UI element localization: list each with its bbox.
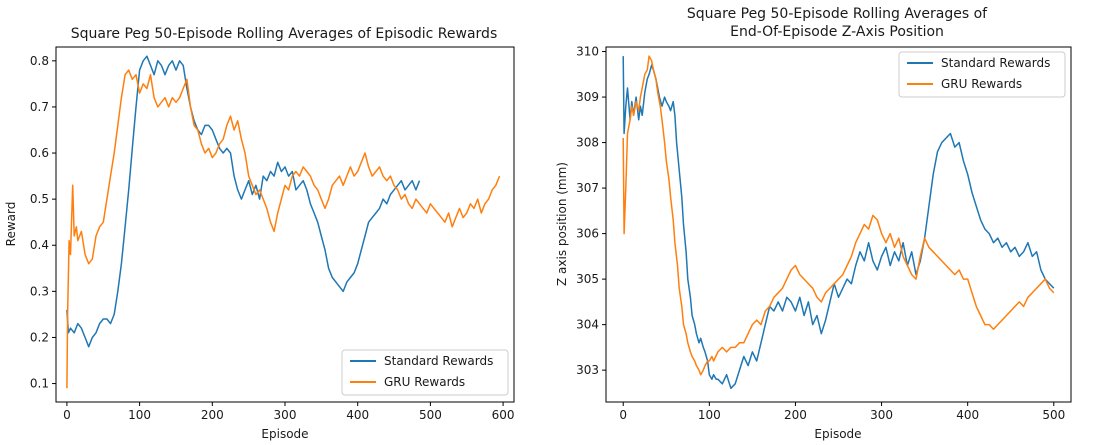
chart-title: Square Peg 50-Episode Rolling Averages o…	[71, 26, 498, 42]
x-tick-label: 100	[128, 408, 151, 422]
legend-entry-gru: GRU Rewards	[384, 375, 465, 389]
series-line-standard-rewards	[622, 56, 1055, 390]
y-tick-label: 0.1	[30, 377, 49, 391]
legend-frame	[898, 51, 1066, 98]
x-tick-label: 300	[274, 408, 297, 422]
y-tick-label: 305	[576, 272, 599, 286]
legend: Standard Rewards GRU Rewards	[341, 349, 509, 396]
x-axis-label: Episode	[814, 427, 861, 441]
legend-entry-standard: Standard Rewards	[941, 56, 1050, 70]
legend: Standard Rewards GRU Rewards	[898, 51, 1066, 98]
y-tick-label: 303	[576, 363, 599, 377]
y-tick-label: 307	[576, 181, 599, 195]
y-tick-label: 308	[576, 136, 599, 150]
x-tick-label: 400	[346, 408, 369, 422]
y-tick-label: 306	[576, 227, 599, 241]
series-line-gru-rewards	[622, 55, 1055, 376]
y-tick-label: 0.6	[30, 146, 49, 160]
x-tick-label: 500	[1042, 408, 1065, 422]
x-tick-label: 600	[492, 408, 515, 422]
y-tick-label: 0.4	[30, 238, 49, 252]
legend-frame	[341, 349, 509, 396]
x-tick-label: 100	[698, 408, 721, 422]
legend-entry-gru: GRU Rewards	[941, 77, 1022, 91]
y-tick-label: 0.7	[30, 100, 49, 114]
y-tick-label: 309	[576, 90, 599, 104]
y-tick-label: 0.5	[30, 192, 49, 206]
x-tick-label: 0	[63, 408, 71, 422]
chart-episodic-rewards: Square Peg 50-Episode Rolling Averages o…	[4, 26, 515, 441]
x-axis-label: Episode	[261, 427, 308, 441]
x-tick-label: 500	[419, 408, 442, 422]
y-tick-label: 304	[576, 318, 599, 332]
x-tick-label: 200	[784, 408, 807, 422]
chart-title-line-1: Square Peg 50-Episode Rolling Averages o…	[687, 6, 988, 22]
legend-entry-standard: Standard Rewards	[384, 354, 493, 368]
y-axis-label: Reward	[4, 202, 18, 247]
x-tick-label: 300	[870, 408, 893, 422]
y-tick-label: 0.2	[30, 330, 49, 344]
series-line-standard-rewards	[66, 55, 421, 348]
y-axis-label: Z axis position (mm)	[555, 162, 569, 286]
x-tick-label: 0	[619, 408, 627, 422]
y-tick-label: 0.3	[30, 284, 49, 298]
plot-frame	[605, 46, 1072, 403]
y-tick-label: 310	[576, 45, 599, 59]
chart-title-line-2: End-Of-Episode Z-Axis Position	[730, 24, 944, 40]
x-tick-label: 200	[201, 408, 224, 422]
series-line-gru-rewards	[66, 69, 501, 389]
chart-z-axis-position: Square Peg 50-Episode Rolling Averages o…	[555, 6, 1072, 441]
x-tick-label: 400	[956, 408, 979, 422]
y-tick-label: 0.8	[30, 54, 49, 68]
plot-frame	[55, 46, 515, 403]
